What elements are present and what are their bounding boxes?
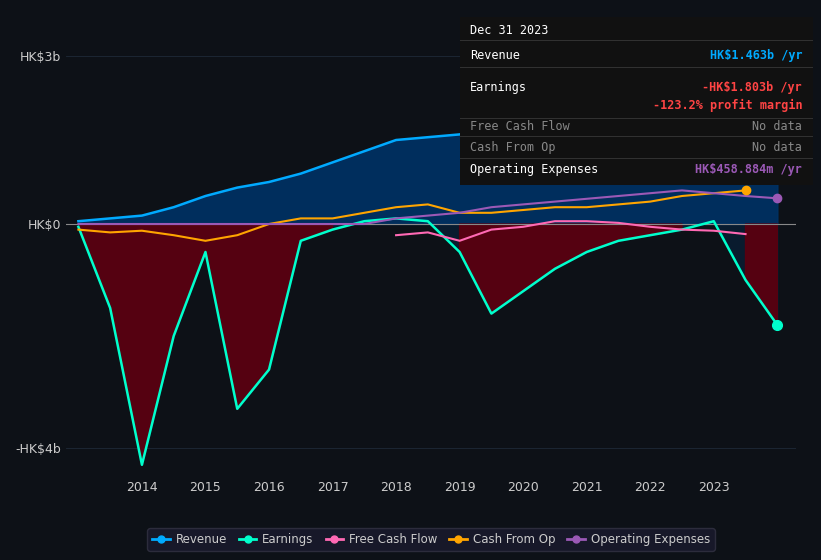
Text: Revenue: Revenue	[470, 49, 521, 62]
Text: HK$1.463b /yr: HK$1.463b /yr	[709, 49, 802, 62]
Text: Cash From Op: Cash From Op	[470, 141, 556, 155]
Text: Free Cash Flow: Free Cash Flow	[470, 119, 570, 133]
Text: No data: No data	[752, 141, 802, 155]
Text: -HK$1.803b /yr: -HK$1.803b /yr	[703, 81, 802, 94]
Text: -123.2% profit margin: -123.2% profit margin	[653, 99, 802, 113]
Text: Operating Expenses: Operating Expenses	[470, 163, 599, 176]
Text: Dec 31 2023: Dec 31 2023	[470, 24, 548, 37]
Text: No data: No data	[752, 119, 802, 133]
Legend: Revenue, Earnings, Free Cash Flow, Cash From Op, Operating Expenses: Revenue, Earnings, Free Cash Flow, Cash …	[147, 528, 715, 550]
Text: Earnings: Earnings	[470, 81, 527, 94]
Text: HK$458.884m /yr: HK$458.884m /yr	[695, 163, 802, 176]
